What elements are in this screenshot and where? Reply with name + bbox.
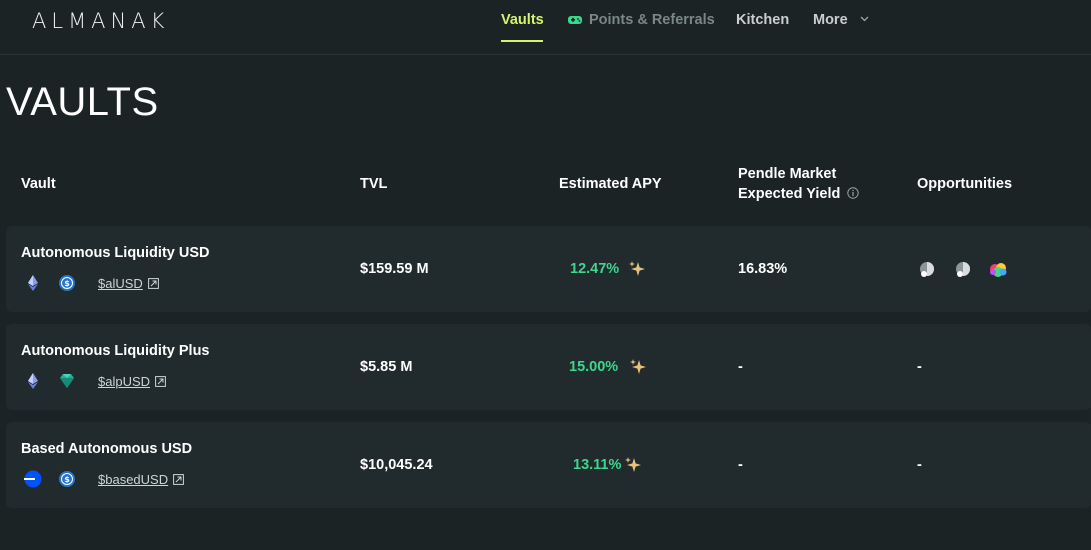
nav-points-label: Points & Referrals [589,12,715,28]
tvl-value: $159.59 M [360,261,429,277]
svg-text:$: $ [64,279,70,288]
token-link[interactable]: $basedUSD [98,472,185,487]
vault-name: Autonomous Liquidity Plus [21,343,210,359]
sparkle-icon[interactable] [624,456,642,474]
column-pendle-line2: Expected Yield [738,186,841,202]
token-symbol: $alUSD [98,276,143,291]
tvl-value: $5.85 M [360,359,413,375]
external-link-icon [173,474,185,485]
token-symbol: $alpUSD [98,374,151,389]
nav-vaults[interactable]: Vaults [501,12,544,28]
token-link[interactable]: $alUSD [98,276,159,291]
apy-value: 13.11% [573,457,622,473]
nav-active-underline [501,40,543,42]
pendle-opportunity-icon[interactable] [953,260,973,280]
nav-points-referrals[interactable]: Points & Referrals [567,12,715,28]
rainbow-opportunity-icon[interactable] [988,260,1008,280]
pendle-yield-value: 16.83% [738,261,788,277]
column-pendle-line1: Pendle Market [738,166,837,182]
opportunities-value: - [917,457,922,473]
column-opportunities: Opportunities [917,176,1013,192]
usdc-icon: $ [59,275,75,291]
external-link-icon [155,376,166,387]
chevron-down-icon [860,16,869,22]
vault-row-basedusd[interactable]: Based Autonomous USD $ $basedUSD $10,045… [6,422,1091,508]
opportunities-value: - [917,359,922,375]
pendle-yield-value: - [738,359,743,375]
sparkle-icon[interactable] [629,358,647,376]
vault-name: Based Autonomous USD [21,441,193,457]
nav-more[interactable]: More [813,12,869,28]
almanak-logo[interactable]: ALMANAK [32,9,170,33]
svg-text:$: $ [64,475,70,484]
nav-kitchen[interactable]: Kitchen [736,12,790,28]
column-vault: Vault [21,176,56,192]
sparkle-icon[interactable] [628,260,646,278]
apy-value: 15.00% [569,359,619,375]
pendle-yield-value: - [738,457,743,473]
external-link-icon [147,278,159,289]
usdc-icon: $ [59,471,75,487]
nav-more-label: More [813,12,848,28]
column-estimated-apy: Estimated APY [559,176,662,192]
column-pendle-yield: Pendle Market Expected Yield [738,164,860,204]
gem-icon [60,374,74,388]
column-tvl: TVL [360,176,388,192]
gamepad-icon [568,16,582,24]
table-header: Vault TVL Estimated APY Pendle Market Ex… [0,160,1091,210]
base-icon [24,470,42,488]
tvl-value: $10,045.24 [360,457,433,473]
pendle-opportunity-icon[interactable] [917,260,937,280]
ethereum-icon [28,275,38,291]
top-navigation-bar: ALMANAK Vaults Points & Referrals Kitche… [0,0,1091,55]
vault-row-alpusd[interactable]: Autonomous Liquidity Plus $alpUSD $5.85 … [6,324,1091,410]
vault-name: Autonomous Liquidity USD [21,245,210,261]
info-icon[interactable] [847,187,860,199]
ethereum-icon [28,373,38,389]
vault-row-alusd[interactable]: Autonomous Liquidity USD $ $alUSD $159.5… [6,226,1091,312]
apy-value: 12.47% [570,261,620,277]
token-symbol: $basedUSD [98,472,169,487]
token-link[interactable]: $alpUSD [98,374,166,389]
page-title: VAULTS [6,80,159,124]
